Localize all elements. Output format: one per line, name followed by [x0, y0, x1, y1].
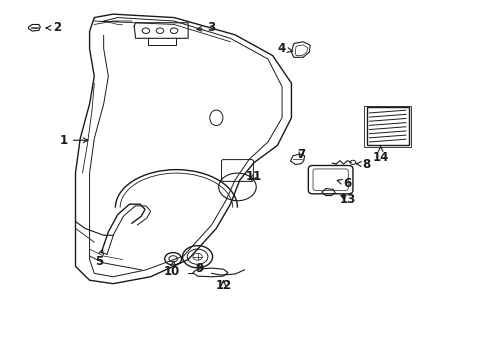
Text: 2: 2 [46, 22, 61, 35]
Text: 3: 3 [197, 22, 215, 35]
Text: 13: 13 [339, 193, 355, 206]
Text: 12: 12 [215, 279, 231, 292]
Text: 7: 7 [296, 148, 305, 161]
Text: 6: 6 [337, 177, 351, 190]
Text: 9: 9 [195, 262, 203, 275]
Text: 11: 11 [245, 170, 262, 183]
Text: 10: 10 [163, 261, 180, 278]
Text: 4: 4 [277, 42, 292, 55]
Text: 5: 5 [95, 249, 103, 268]
Text: 1: 1 [60, 134, 88, 147]
Text: 8: 8 [356, 158, 370, 171]
Text: 14: 14 [372, 145, 388, 164]
